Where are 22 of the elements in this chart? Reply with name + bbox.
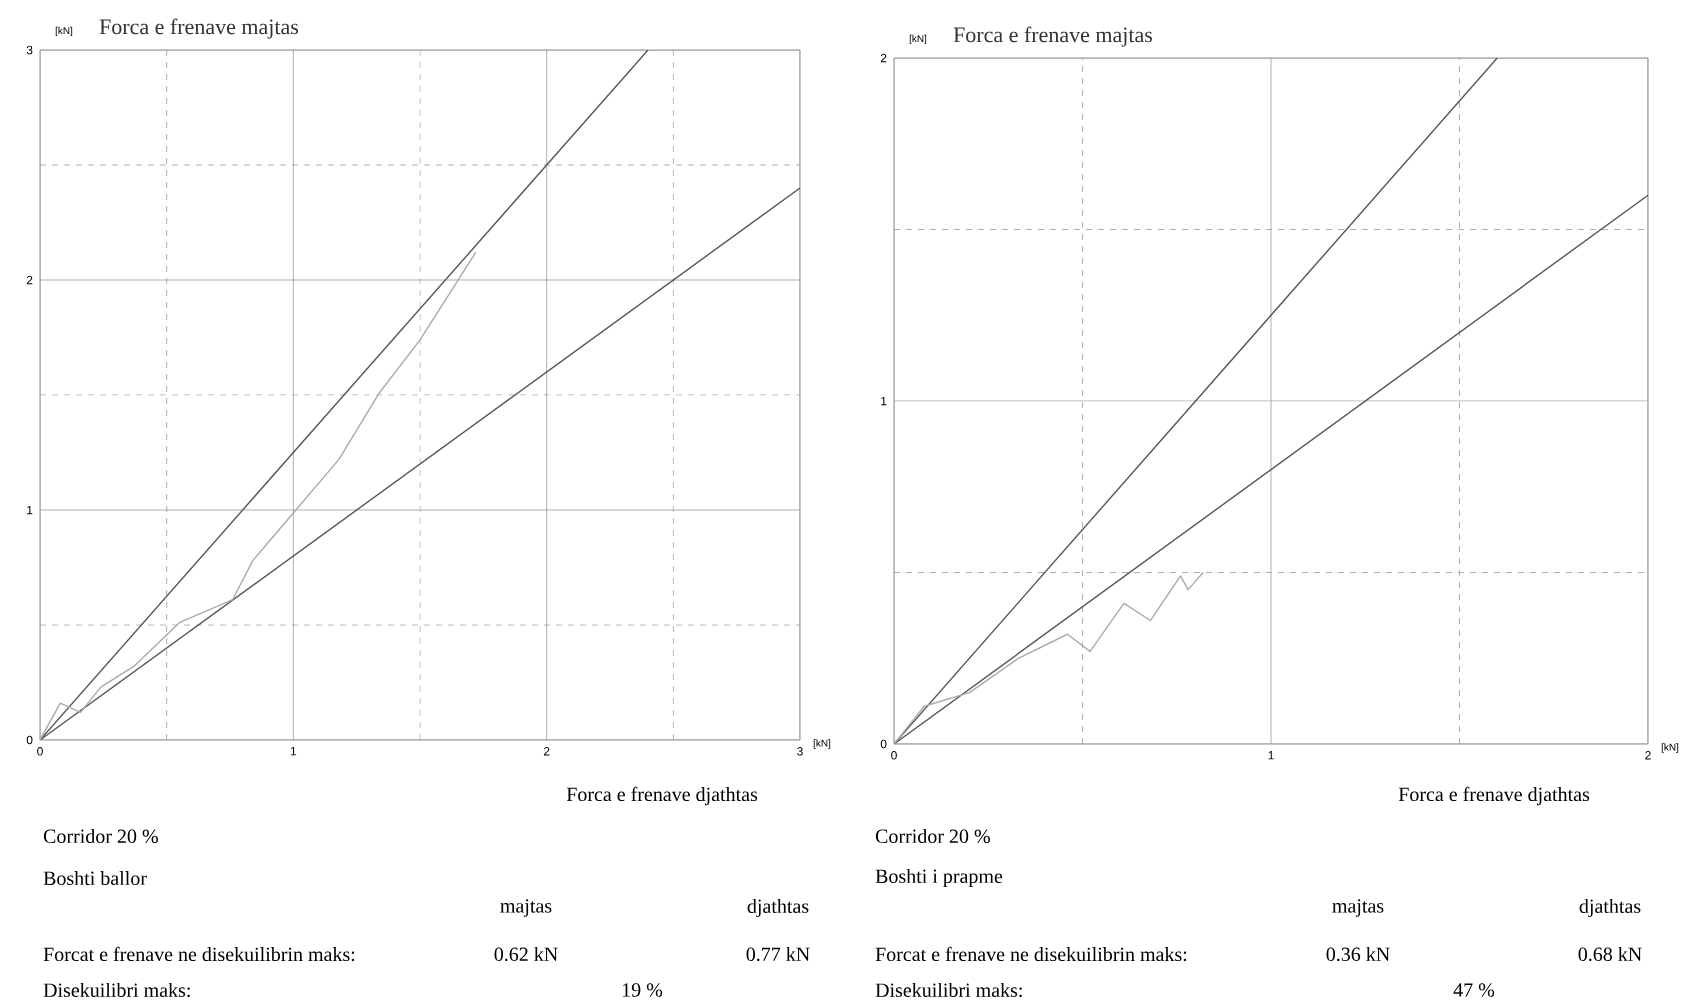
text: Corridor 20 %	[875, 828, 990, 844]
y-axis-title: Forca e frenave majtas	[953, 26, 1153, 47]
text: 0.62 kN	[494, 946, 558, 962]
x-axis-title: Forca e frenave djathtas	[1398, 786, 1590, 806]
text: 0.77 kN	[746, 946, 810, 962]
text: Boshti i prapme	[875, 868, 1003, 888]
y-axis-title: Forca e frenave majtas	[99, 18, 299, 39]
text: Disekuilibri maks:	[43, 982, 190, 998]
text: 19 %	[622, 983, 663, 997]
text: Boshti ballor	[43, 870, 147, 886]
text: Corridor 20 %	[43, 828, 158, 844]
text: djathtas	[1579, 898, 1641, 918]
text: majtas	[500, 899, 552, 917]
text: majtas	[1332, 899, 1384, 917]
text: Forcat e frenave ne disekuilibrin maks:	[43, 946, 355, 962]
text: 47 %	[1453, 983, 1495, 997]
text: Forcat e frenave ne disekuilibrin maks:	[875, 946, 1187, 962]
text: 0.36 kN	[1326, 946, 1390, 962]
text: 0.68 kN	[1578, 946, 1642, 962]
text: Disekuilibri maks:	[875, 982, 1022, 998]
text: djathtas	[747, 898, 809, 918]
x-axis-title: Forca e frenave djathtas	[566, 786, 758, 806]
